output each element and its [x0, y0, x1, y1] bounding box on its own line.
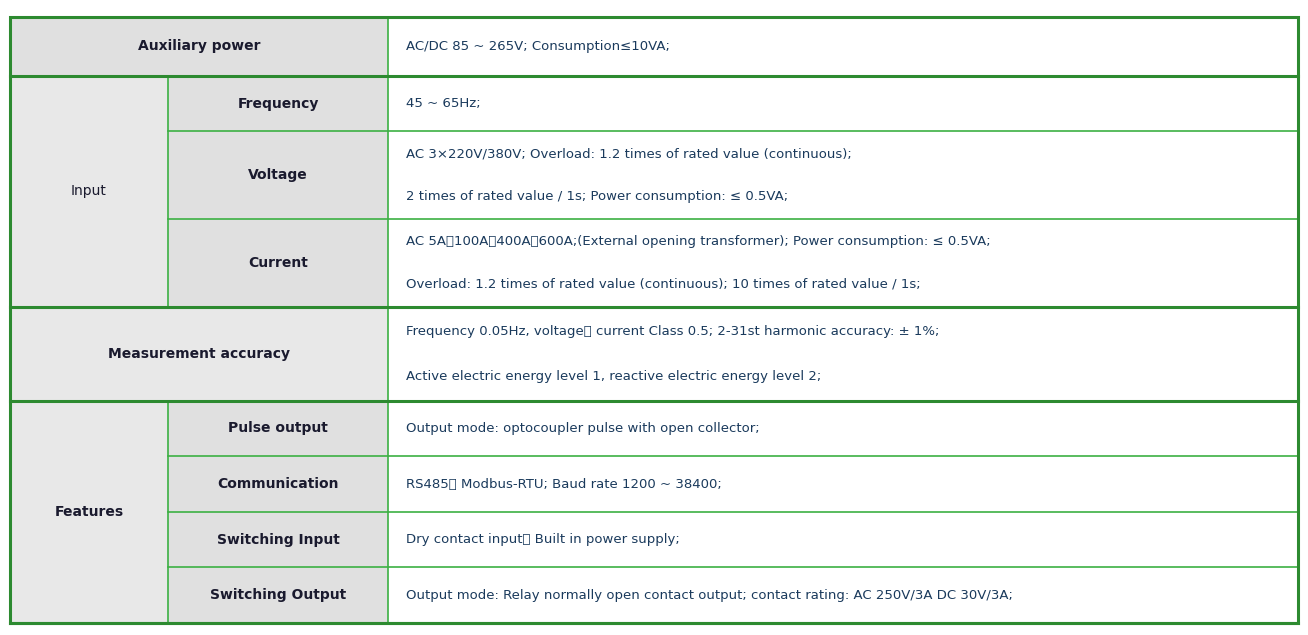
Bar: [167, 131, 388, 219]
Bar: [10, 401, 167, 623]
Bar: [167, 76, 388, 131]
Bar: [388, 307, 1298, 401]
Bar: [167, 512, 388, 568]
Bar: [388, 76, 1298, 131]
Text: AC 5A、100A、400A、600A;(External opening transformer); Power consumption: ≤ 0.5VA;: AC 5A、100A、400A、600A;(External opening t…: [405, 236, 990, 248]
Bar: [388, 219, 1298, 307]
Bar: [388, 17, 1298, 76]
Bar: [388, 512, 1298, 568]
Bar: [167, 457, 388, 512]
Text: 45 ~ 65Hz;: 45 ~ 65Hz;: [405, 97, 480, 110]
Text: Active electric energy level 1, reactive electric energy level 2;: Active electric energy level 1, reactive…: [405, 370, 821, 383]
Bar: [10, 17, 388, 76]
Text: Output mode: optocoupler pulse with open collector;: Output mode: optocoupler pulse with open…: [405, 422, 760, 435]
Bar: [388, 131, 1298, 219]
Text: Input: Input: [71, 184, 107, 198]
Text: 2 times of rated value / 1s; Power consumption: ≤ 0.5VA;: 2 times of rated value / 1s; Power consu…: [405, 190, 789, 203]
Text: Auxiliary power: Auxiliary power: [137, 39, 260, 53]
Text: Frequency 0.05Hz, voltage、 current Class 0.5; 2-31st harmonic accuracy: ± 1%;: Frequency 0.05Hz, voltage、 current Class…: [405, 324, 939, 338]
Text: Frequency: Frequency: [237, 97, 319, 110]
Bar: [167, 568, 388, 623]
Text: Switching Input: Switching Input: [217, 533, 340, 547]
Bar: [10, 76, 167, 307]
Bar: [10, 307, 388, 401]
Text: RS485、 Modbus-RTU; Baud rate 1200 ~ 38400;: RS485、 Modbus-RTU; Baud rate 1200 ~ 3840…: [405, 478, 722, 491]
Bar: [167, 219, 388, 307]
Text: AC 3×220V/380V; Overload: 1.2 times of rated value (continuous);: AC 3×220V/380V; Overload: 1.2 times of r…: [405, 148, 852, 161]
Text: Measurement accuracy: Measurement accuracy: [109, 347, 290, 361]
Bar: [388, 568, 1298, 623]
Text: Overload: 1.2 times of rated value (continuous); 10 times of rated value / 1s;: Overload: 1.2 times of rated value (cont…: [405, 277, 921, 290]
Text: Current: Current: [249, 256, 307, 270]
Text: Switching Output: Switching Output: [209, 588, 347, 602]
Text: AC/DC 85 ~ 265V; Consumption≤10VA;: AC/DC 85 ~ 265V; Consumption≤10VA;: [405, 40, 670, 53]
Text: Dry contact input、 Built in power supply;: Dry contact input、 Built in power supply…: [405, 533, 680, 546]
Bar: [388, 401, 1298, 457]
Bar: [388, 457, 1298, 512]
Text: Features: Features: [55, 505, 123, 519]
Text: Communication: Communication: [217, 477, 339, 491]
Text: Voltage: Voltage: [249, 168, 307, 182]
Text: Pulse output: Pulse output: [228, 422, 328, 436]
Bar: [167, 401, 388, 457]
Text: Output mode: Relay normally open contact output; contact rating: AC 250V/3A DC 3: Output mode: Relay normally open contact…: [405, 589, 1012, 602]
